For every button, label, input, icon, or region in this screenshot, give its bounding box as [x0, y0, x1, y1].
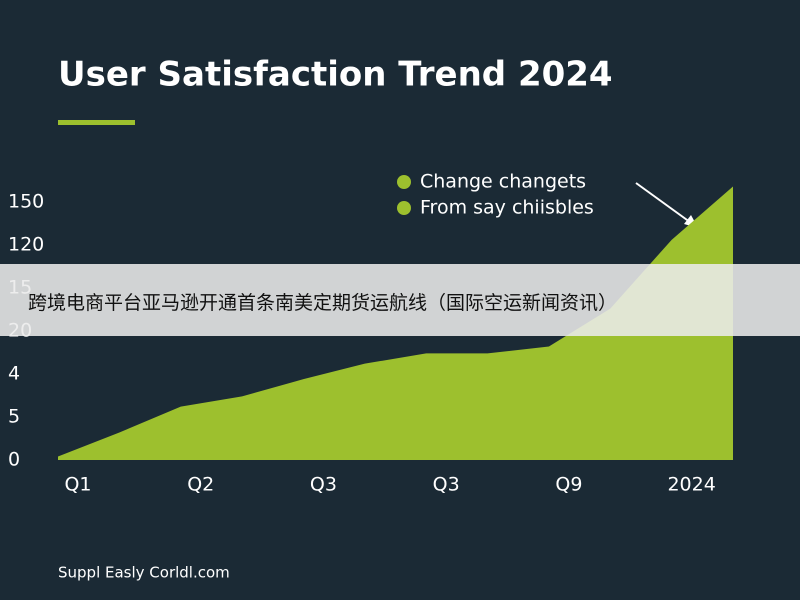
chart-title: User Satisfaction Trend 2024 — [58, 55, 613, 95]
title-underline — [58, 120, 135, 125]
x-tick-label: Q9 — [555, 474, 582, 496]
banner: 跨境电商平台亚马逊开通首条南美定期货运航线（国际空运新闻资讯） — [0, 264, 800, 336]
y-tick-label: 150 — [8, 191, 44, 213]
y-tick-label: 120 — [8, 234, 44, 256]
area — [58, 186, 733, 460]
x-tick-label: Q3 — [433, 474, 460, 496]
y-tick-label: 4 — [8, 363, 20, 385]
x-tick-label: Q3 — [310, 474, 337, 496]
y-tick-label: 5 — [8, 406, 20, 428]
legend-label: From say chiisbles — [420, 197, 594, 219]
x-tick-label: Q1 — [64, 474, 91, 496]
arrow — [635, 182, 695, 226]
legend-label: Change changets — [420, 171, 586, 193]
banner-text: 跨境电商平台亚马逊开通首条南美定期货运航线（国际空运新闻资讯） — [28, 292, 618, 314]
footer: Suppl Easly Corldl.com — [58, 564, 230, 582]
y-tick-label: 0 — [8, 449, 20, 471]
legend-marker — [397, 175, 411, 189]
legend-marker — [397, 201, 411, 215]
x-tick-label: 2024 — [667, 474, 715, 496]
x-tick-label: Q2 — [187, 474, 214, 496]
